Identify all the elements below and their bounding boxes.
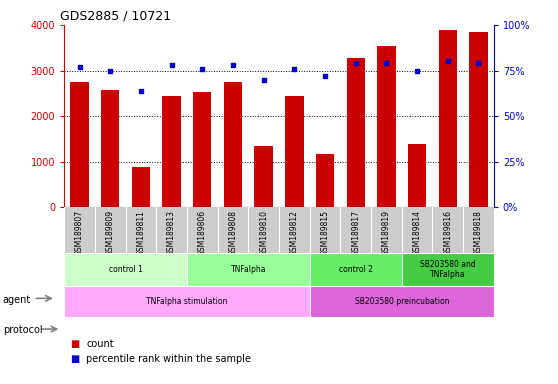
Text: TNFalpha stimulation: TNFalpha stimulation [146,297,228,306]
Text: GSM189817: GSM189817 [351,210,360,256]
Point [443,58,452,65]
Text: GSM189815: GSM189815 [320,210,330,256]
Text: GSM189816: GSM189816 [443,210,453,256]
Point [351,60,360,66]
Bar [132,167,150,207]
Bar [224,82,242,207]
Text: GSM189818: GSM189818 [474,210,483,255]
Text: count: count [86,339,114,349]
Point [474,60,483,66]
Text: SB203580 and
TNFalpha: SB203580 and TNFalpha [420,260,475,280]
Text: GSM189814: GSM189814 [412,210,422,256]
Point [228,62,237,68]
Bar [408,144,426,207]
Text: percentile rank within the sample: percentile rank within the sample [86,354,252,364]
Text: control 2: control 2 [339,265,373,274]
Text: GSM189819: GSM189819 [382,210,391,256]
Bar [70,82,89,207]
Point [290,66,299,72]
Bar [377,46,396,207]
Text: GSM189807: GSM189807 [75,210,84,256]
Point [198,66,206,72]
Text: GSM189811: GSM189811 [136,210,146,255]
Text: GDS2885 / 10721: GDS2885 / 10721 [60,9,171,22]
Text: protocol: protocol [3,325,42,335]
Text: GSM189809: GSM189809 [105,210,115,256]
Text: agent: agent [3,295,31,305]
Text: control 1: control 1 [109,265,142,274]
Bar [469,32,488,207]
Text: GSM189810: GSM189810 [259,210,268,256]
Point [382,60,391,66]
Point [412,68,421,74]
Bar [101,90,119,207]
Text: ■: ■ [70,339,79,349]
Point [105,68,115,74]
Text: ■: ■ [70,354,79,364]
Bar [64,253,187,286]
Text: GSM189806: GSM189806 [198,210,207,256]
Bar [64,286,310,317]
Bar [187,253,310,286]
Bar [347,58,365,207]
Bar [310,253,402,286]
Bar [162,96,181,207]
Point [136,88,145,94]
Text: GSM189808: GSM189808 [228,210,238,256]
Point [259,76,268,83]
Text: GSM189813: GSM189813 [167,210,176,256]
Bar [193,91,211,207]
Point [167,62,176,68]
Text: GSM189812: GSM189812 [290,210,299,255]
Text: SB203580 preincubation: SB203580 preincubation [354,297,449,306]
Bar [402,253,494,286]
Bar [285,96,304,207]
Text: TNFalpha: TNFalpha [230,265,266,274]
Bar [439,30,457,207]
Bar [316,154,334,207]
Bar [254,146,273,207]
Bar [310,286,494,317]
Point [320,73,329,79]
Point [75,64,84,70]
